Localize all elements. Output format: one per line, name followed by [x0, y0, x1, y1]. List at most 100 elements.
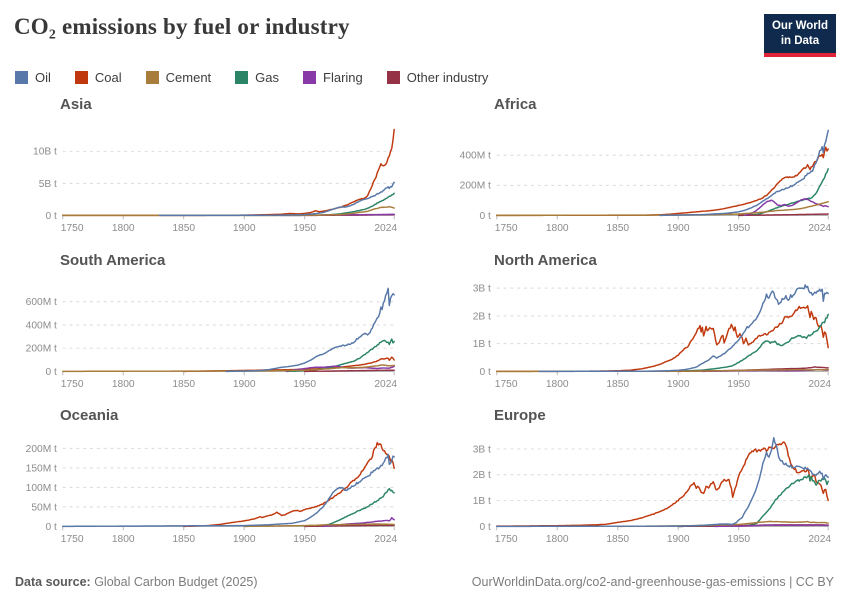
chart-plot-europe: 0 t 1B t 2B t 3B t 1750 1800 1850 1900 1950 2024 [473, 437, 831, 545]
y-axis-tick-label: 5B t [39, 179, 57, 190]
x-axis-tick-label: 1800 [112, 534, 135, 545]
series-line-oil [158, 181, 395, 216]
legend-item-flaring[interactable]: Flaring [303, 70, 363, 85]
owid-logo-line1: Our World [771, 20, 828, 32]
y-axis-tick-label: 100M t [26, 483, 57, 494]
chart-title: North America [494, 251, 597, 269]
gas-color-swatch-icon [235, 70, 249, 84]
chart-plot-africa: 0 t 200M t 400M t 1750 1800 1850 1900 1950 2024 [460, 129, 831, 234]
cement-color-swatch-icon [145, 70, 159, 84]
y-axis-tick-label: 10B t [33, 147, 57, 158]
x-axis-tick-label: 1850 [606, 379, 629, 390]
x-axis-tick-label: 1750 [61, 534, 84, 545]
series-line-oil [225, 287, 395, 372]
y-axis-tick-label: 1B t [473, 496, 491, 507]
chart-plot-asia: 0 t 5B t 10B t 1750 1800 1850 1900 1950 2024 [33, 128, 397, 234]
x-axis-tick-label: 1850 [172, 223, 195, 234]
y-axis-tick-label: 400M t [460, 151, 491, 162]
owid-logo-line2: in Data [780, 34, 820, 47]
x-axis-tick-label: 1900 [667, 223, 690, 234]
coal-color-swatch-icon [74, 70, 88, 84]
x-axis-tick-label: 1950 [293, 223, 316, 234]
legend-item-gas[interactable]: Gas [235, 70, 279, 85]
series-line-flaring [713, 524, 829, 528]
series-line-oil [62, 454, 395, 528]
chart-title: Africa [494, 95, 537, 113]
data-source: Data source: Global Carbon Budget (2025) [15, 575, 258, 589]
y-axis-tick-label: 600M t [26, 297, 57, 308]
page-title: CO₂ emissions by fuel or industry [14, 14, 350, 39]
series-line-flaring [744, 197, 829, 216]
x-axis-tick-label: 1850 [172, 379, 195, 390]
series-line-gas [737, 167, 829, 216]
y-axis-tick-label: 150M t [26, 464, 57, 475]
series-line-coal [62, 128, 395, 216]
x-axis-tick-label: 2024 [808, 223, 831, 234]
chart-south-america: South America 0 t 200M t 400M t 600M t 1750 18… [14, 243, 402, 399]
x-axis-tick-label: 1950 [293, 534, 316, 545]
y-axis-tick-label: 0 t [480, 211, 492, 222]
chart-plot-north-america: 0 t 1B t 2B t 3B t 1750 1800 1850 1900 1950 2024 [473, 283, 832, 390]
series-line-oil [538, 283, 829, 372]
y-axis-tick-label: 1B t [473, 339, 491, 350]
series-line-other [303, 369, 395, 372]
legend-item-cement[interactable]: Cement [145, 70, 211, 85]
x-axis-tick-label: 1750 [495, 223, 518, 234]
charts-grid: Asia 0 t 5B t 10B t 1750 1800 1850 1900 1950 2024… [14, 87, 836, 554]
other-color-swatch-icon [386, 70, 400, 84]
legend-item-coal[interactable]: Coal [74, 70, 122, 85]
chart-title: Europe [494, 407, 546, 425]
x-axis-tick-label: 2024 [808, 379, 831, 390]
footer: Data source: Global Carbon Budget (2025)… [0, 575, 850, 600]
series-line-oil [496, 437, 829, 528]
series-line-coal [182, 442, 395, 528]
x-axis-tick-label: 1750 [495, 534, 518, 545]
legend-item-other[interactable]: Other industry [386, 69, 489, 85]
header: CO₂ emissions by fuel or industry Our Wo… [0, 0, 850, 57]
x-axis-tick-label: 2024 [374, 534, 397, 545]
series-line-oil [659, 129, 829, 216]
x-axis-tick-label: 1800 [546, 379, 569, 390]
series-line-other [737, 213, 829, 216]
chart-africa: Africa 0 t 200M t 400M t 1750 1800 1850 1900 195… [448, 87, 836, 243]
chart-oceania: Oceania 0 t 50M t 100M t 150M t 200M t 1750 180… [14, 398, 402, 554]
y-axis-tick-label: 0 t [480, 366, 492, 377]
credit-link[interactable]: OurWorldinData.org/co2-and-greenhouse-ga… [471, 575, 834, 589]
owid-logo[interactable]: Our World in Data [763, 14, 836, 57]
x-axis-tick-label: 2024 [374, 223, 397, 234]
legend-item-label: Other industry [406, 69, 489, 85]
y-axis-tick-label: 0 t [46, 211, 58, 222]
chart-title: Asia [60, 95, 92, 113]
chart-title: South America [60, 251, 166, 269]
legend-item-oil[interactable]: Oil [15, 70, 51, 85]
x-axis-tick-label: 1750 [495, 379, 518, 390]
x-axis-tick-label: 1800 [112, 223, 135, 234]
x-axis-tick-label: 1850 [172, 534, 195, 545]
x-axis-tick-label: 2024 [808, 534, 831, 545]
series-line-cement [496, 200, 829, 216]
chart-plot-south-america: 0 t 200M t 400M t 600M t 1750 1800 1850 1900 195… [26, 287, 397, 390]
x-axis-tick-label: 1750 [61, 223, 84, 234]
chart-asia: Asia 0 t 5B t 10B t 1750 1800 1850 1900 1950 2024 [14, 87, 402, 243]
legend: Oil Coal Cement Gas Flaring Other industry [15, 70, 850, 85]
series-line-coal [182, 355, 395, 372]
x-axis-tick-label: 1800 [112, 379, 135, 390]
y-axis-tick-label: 3B t [473, 283, 491, 294]
data-source-value: Global Carbon Budget (2025) [90, 575, 258, 589]
x-axis-tick-label: 2024 [374, 379, 397, 390]
x-axis-tick-label: 1900 [233, 534, 256, 545]
x-axis-tick-label: 1850 [606, 223, 629, 234]
x-axis-tick-label: 1750 [61, 379, 84, 390]
y-axis-tick-label: 200M t [26, 343, 57, 354]
y-axis-tick-label: 200M t [26, 444, 57, 455]
legend-item-label: Flaring [323, 69, 363, 85]
y-axis-tick-label: 400M t [26, 320, 57, 331]
y-axis-tick-label: 2B t [473, 470, 491, 481]
x-axis-tick-label: 1950 [727, 534, 750, 545]
series-line-other [303, 524, 395, 528]
y-axis-tick-label: 2B t [473, 311, 491, 322]
x-axis-tick-label: 1900 [233, 223, 256, 234]
y-axis-tick-label: 50M t [31, 503, 57, 514]
x-axis-tick-label: 1950 [727, 223, 750, 234]
